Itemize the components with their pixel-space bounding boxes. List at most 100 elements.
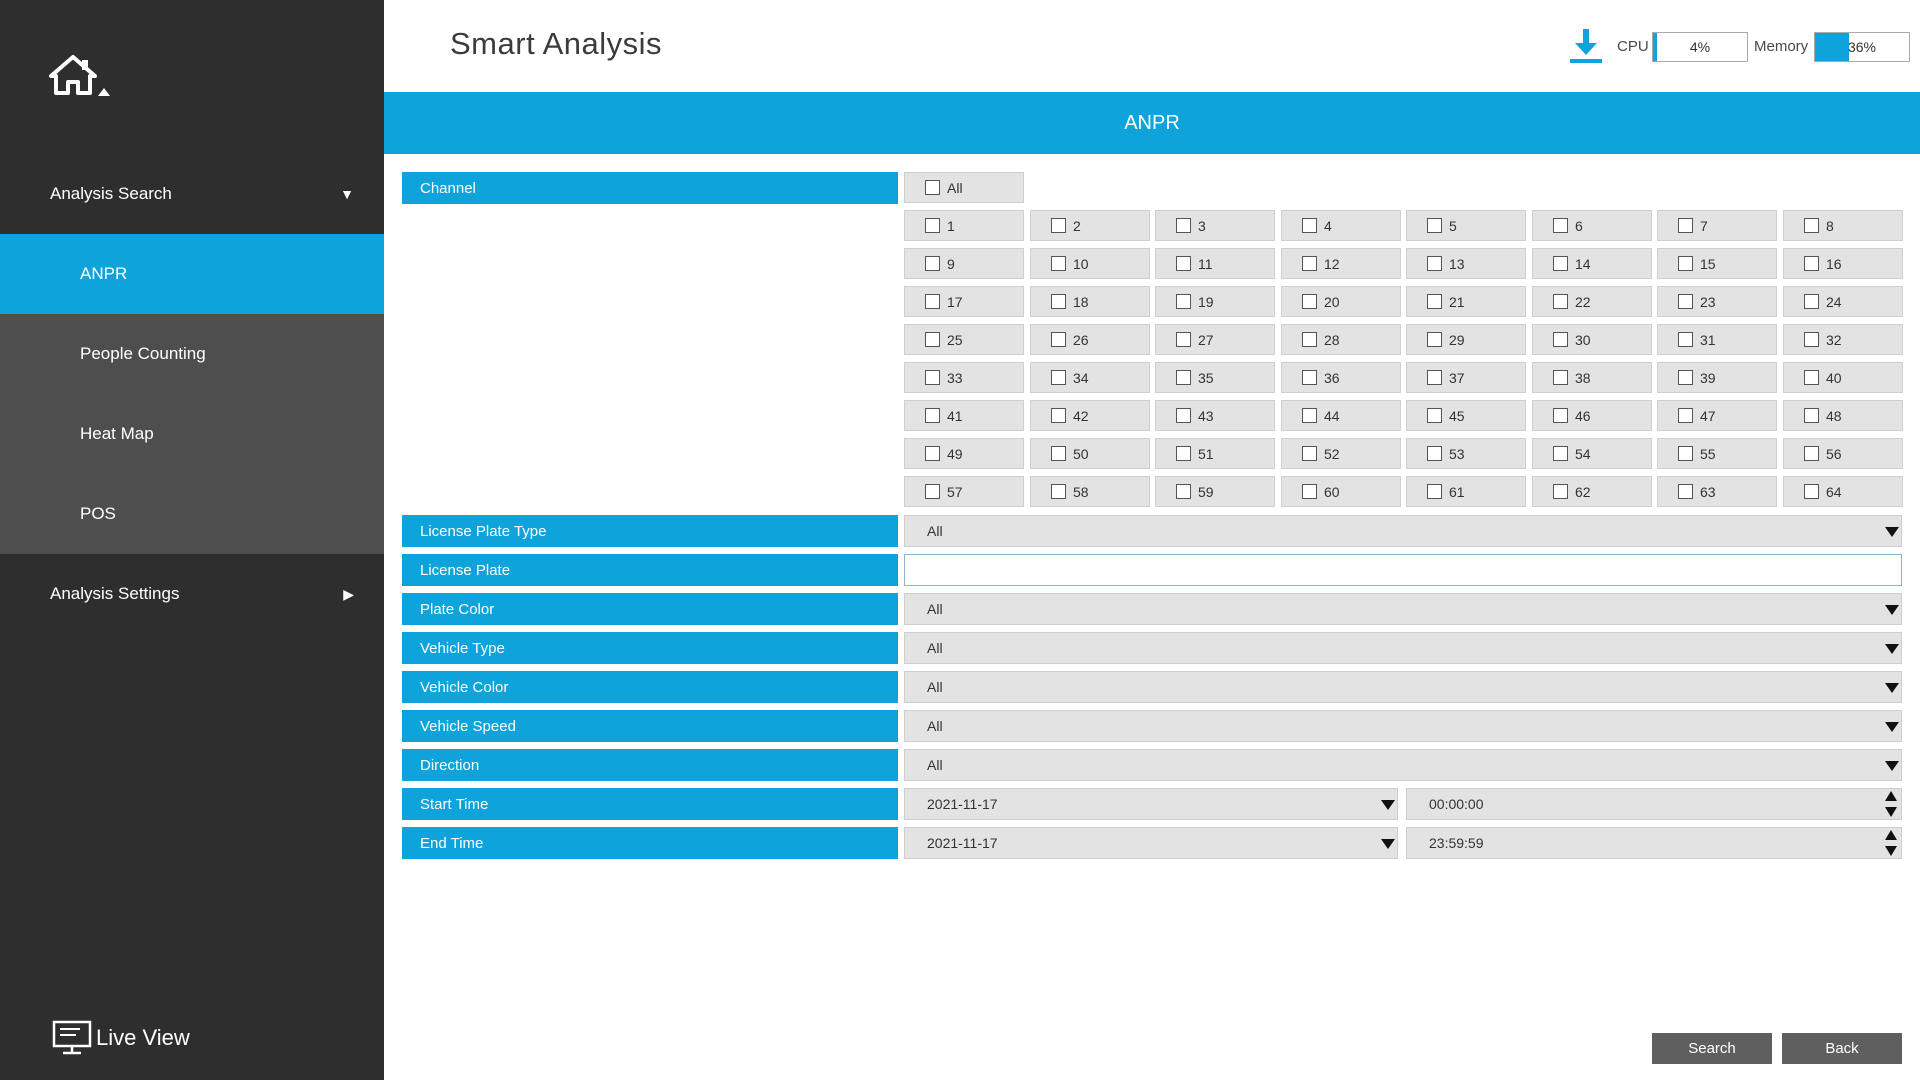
search-button[interactable]: Search <box>1652 1033 1772 1064</box>
channel-checkbox[interactable]: 34 <box>1030 362 1150 393</box>
plate-color-value: All <box>927 601 943 617</box>
channel-checkbox[interactable]: 42 <box>1030 400 1150 431</box>
channel-checkbox[interactable]: 52 <box>1281 438 1401 469</box>
channel-checkbox[interactable]: 50 <box>1030 438 1150 469</box>
channel-checkbox[interactable]: 2 <box>1030 210 1150 241</box>
channel-checkbox[interactable]: 30 <box>1532 324 1652 355</box>
channel-checkbox[interactable]: 59 <box>1155 476 1275 507</box>
channel-checkbox[interactable]: 20 <box>1281 286 1401 317</box>
channel-checkbox-label: 26 <box>1073 331 1089 348</box>
spinner-arrows-icon[interactable] <box>1885 830 1899 856</box>
channel-checkbox[interactable]: 14 <box>1532 248 1652 279</box>
channel-checkbox[interactable]: 31 <box>1657 324 1777 355</box>
vehicle-type-select[interactable]: All <box>904 632 1902 664</box>
channel-checkbox[interactable]: 46 <box>1532 400 1652 431</box>
sidebar-item-anpr[interactable]: ANPR <box>0 234 384 314</box>
start-date-select[interactable]: 2021-11-17 <box>904 788 1398 820</box>
channel-checkbox[interactable]: 37 <box>1406 362 1526 393</box>
channel-checkbox[interactable]: 22 <box>1532 286 1652 317</box>
channel-checkbox[interactable]: 56 <box>1783 438 1903 469</box>
channel-checkbox[interactable]: 16 <box>1783 248 1903 279</box>
channel-checkbox[interactable]: 64 <box>1783 476 1903 507</box>
channel-checkbox[interactable]: 48 <box>1783 400 1903 431</box>
checkbox-icon <box>925 180 940 195</box>
channel-checkbox[interactable]: 21 <box>1406 286 1526 317</box>
channel-checkbox[interactable]: 35 <box>1155 362 1275 393</box>
vehicle-speed-select[interactable]: All <box>904 710 1902 742</box>
channel-checkbox[interactable]: 33 <box>904 362 1024 393</box>
channel-checkbox[interactable]: 61 <box>1406 476 1526 507</box>
channel-checkbox[interactable]: 55 <box>1657 438 1777 469</box>
channel-checkbox-label: 21 <box>1449 293 1465 310</box>
channel-checkbox[interactable]: 54 <box>1532 438 1652 469</box>
checkbox-icon <box>1678 218 1693 233</box>
menu-analysis-settings[interactable]: Analysis Settings ▶ <box>0 554 384 634</box>
channel-checkbox[interactable]: 60 <box>1281 476 1401 507</box>
end-date-select[interactable]: 2021-11-17 <box>904 827 1398 859</box>
channel-checkbox[interactable]: 44 <box>1281 400 1401 431</box>
channel-checkbox[interactable]: 10 <box>1030 248 1150 279</box>
channel-checkbox[interactable]: 19 <box>1155 286 1275 317</box>
channel-checkbox[interactable]: 7 <box>1657 210 1777 241</box>
channel-checkbox[interactable]: 58 <box>1030 476 1150 507</box>
channel-checkbox[interactable]: 9 <box>904 248 1024 279</box>
download-icon[interactable] <box>1568 28 1604 64</box>
channel-checkbox[interactable]: 23 <box>1657 286 1777 317</box>
checkbox-icon <box>1176 218 1191 233</box>
checkbox-icon <box>925 218 940 233</box>
channel-checkbox[interactable]: 5 <box>1406 210 1526 241</box>
back-button[interactable]: Back <box>1782 1033 1902 1064</box>
start-time-spinner[interactable]: 00:00:00 <box>1406 788 1902 820</box>
spinner-arrows-icon[interactable] <box>1885 791 1899 817</box>
channel-checkbox[interactable]: 41 <box>904 400 1024 431</box>
channel-checkbox[interactable]: 25 <box>904 324 1024 355</box>
channel-checkbox[interactable]: 26 <box>1030 324 1150 355</box>
vehicle-color-select[interactable]: All <box>904 671 1902 703</box>
channel-checkbox[interactable]: 24 <box>1783 286 1903 317</box>
channel-checkbox[interactable]: 36 <box>1281 362 1401 393</box>
channel-checkbox[interactable]: 28 <box>1281 324 1401 355</box>
channel-checkbox[interactable]: 11 <box>1155 248 1275 279</box>
channel-checkbox[interactable]: 45 <box>1406 400 1526 431</box>
direction-select[interactable]: All <box>904 749 1902 781</box>
channel-checkbox[interactable]: 1 <box>904 210 1024 241</box>
live-view-button[interactable]: Live View <box>52 1020 190 1056</box>
channel-checkbox[interactable]: 49 <box>904 438 1024 469</box>
license-plate-type-label: License Plate Type <box>402 515 898 547</box>
channel-checkbox[interactable]: 32 <box>1783 324 1903 355</box>
channel-checkbox[interactable]: 63 <box>1657 476 1777 507</box>
channel-checkbox[interactable]: 39 <box>1657 362 1777 393</box>
channel-checkbox[interactable]: 8 <box>1783 210 1903 241</box>
channel-checkbox[interactable]: 47 <box>1657 400 1777 431</box>
checkbox-icon <box>1553 256 1568 271</box>
license-plate-type-select[interactable]: All <box>904 515 1902 547</box>
checkbox-icon <box>1176 370 1191 385</box>
channel-checkbox[interactable]: 3 <box>1155 210 1275 241</box>
channel-checkbox[interactable]: 15 <box>1657 248 1777 279</box>
channel-checkbox[interactable]: 4 <box>1281 210 1401 241</box>
channel-checkbox[interactable]: 40 <box>1783 362 1903 393</box>
license-plate-input[interactable] <box>904 554 1902 586</box>
channel-checkbox[interactable]: 38 <box>1532 362 1652 393</box>
channel-checkbox[interactable]: 27 <box>1155 324 1275 355</box>
vehicle-type-label: Vehicle Type <box>402 632 898 664</box>
menu-analysis-search[interactable]: Analysis Search ▼ <box>0 154 384 234</box>
channel-checkbox[interactable]: 57 <box>904 476 1024 507</box>
channel-checkbox[interactable]: 51 <box>1155 438 1275 469</box>
end-time-spinner[interactable]: 23:59:59 <box>1406 827 1902 859</box>
channel-checkbox[interactable]: 53 <box>1406 438 1526 469</box>
channel-all-checkbox[interactable]: All <box>904 172 1024 203</box>
channel-checkbox[interactable]: 29 <box>1406 324 1526 355</box>
channel-checkbox[interactable]: 6 <box>1532 210 1652 241</box>
home-icon[interactable] <box>48 54 112 102</box>
channel-checkbox[interactable]: 17 <box>904 286 1024 317</box>
sidebar-item-heat-map[interactable]: Heat Map <box>0 394 384 474</box>
channel-checkbox[interactable]: 43 <box>1155 400 1275 431</box>
channel-checkbox[interactable]: 62 <box>1532 476 1652 507</box>
channel-checkbox[interactable]: 12 <box>1281 248 1401 279</box>
channel-checkbox[interactable]: 18 <box>1030 286 1150 317</box>
sidebar-item-people-counting[interactable]: People Counting <box>0 314 384 394</box>
channel-checkbox[interactable]: 13 <box>1406 248 1526 279</box>
plate-color-select[interactable]: All <box>904 593 1902 625</box>
sidebar-item-pos[interactable]: POS <box>0 474 384 554</box>
